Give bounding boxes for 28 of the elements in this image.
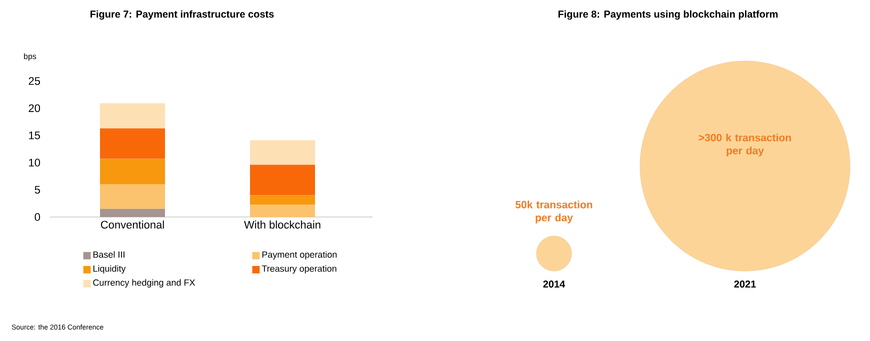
text: Figure 8: Payments using blockchain platform <box>558 10 778 20</box>
category-label: 2021 <box>734 280 756 288</box>
legend-label: Payment operation <box>262 251 337 260</box>
bar <box>250 195 316 204</box>
y-tick-label: 25 <box>28 77 40 85</box>
category-label: 2014 <box>543 280 566 288</box>
legend-label: Liquidity <box>93 265 126 274</box>
y-tick-label: 15 <box>29 132 40 140</box>
data-label: >300 k transaction per day <box>698 134 791 156</box>
y-axis-title: bps <box>24 53 36 61</box>
legend-label: Currency hedging and FX <box>93 279 196 288</box>
chart-title: Figure 7: Payment infrastructure costs <box>90 10 274 20</box>
y-tick-label: 0 <box>34 213 40 221</box>
y-tick-label: 5 <box>34 186 40 194</box>
bar <box>250 140 316 165</box>
legend-label: Basel III <box>93 251 124 258</box>
bar <box>250 164 316 196</box>
bar <box>100 184 166 209</box>
y-tick-label: 10 <box>29 158 40 166</box>
x-tick-label: With blockchain <box>244 220 320 229</box>
data-label: 50k transaction per day <box>516 200 592 224</box>
bar <box>100 103 166 128</box>
bar <box>100 128 166 159</box>
bar <box>250 204 316 217</box>
x-tick-label: Conventional <box>100 220 164 229</box>
legend-label: Treasury operation <box>262 265 336 274</box>
y-tick-label: 20 <box>28 104 40 112</box>
bar <box>100 158 166 184</box>
